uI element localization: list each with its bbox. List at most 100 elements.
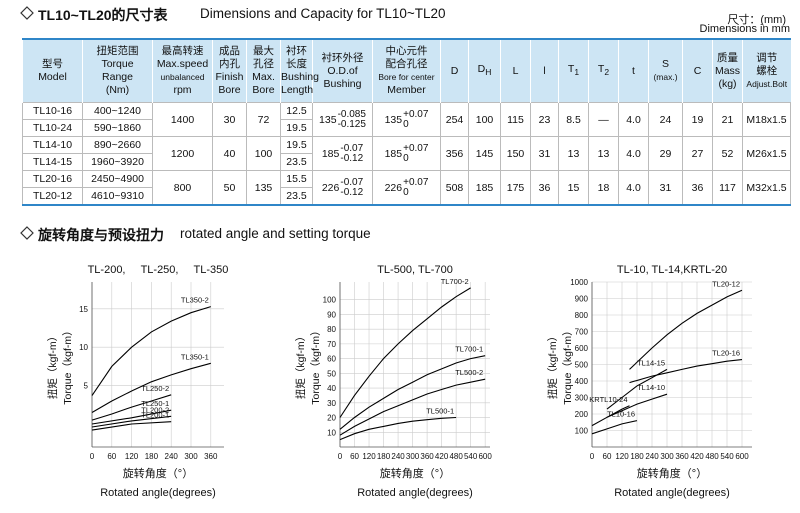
y-axis-label: Torque（kgf-m）: [62, 325, 74, 404]
header-line: Member: [387, 84, 426, 96]
header-cell: S (max.): [648, 38, 683, 103]
header-cell: 调节 螺栓 Adjust.Bolt: [742, 38, 791, 103]
curve-label: TL250-2: [141, 384, 169, 393]
y-tick-label: 900: [575, 295, 589, 304]
header-line: D: [450, 64, 459, 77]
x-tick-label: 120: [615, 452, 629, 461]
y-tick-label: 50: [327, 369, 336, 378]
curve: [91, 306, 211, 396]
tolerance-upper: +0.07: [403, 176, 429, 188]
dimension-cell: 117: [712, 170, 743, 206]
table-row: TL10-16 400~1240 1400 30 72 12.5 135 -0.085 -0.1…: [22, 102, 791, 137]
header-subscript: 1: [574, 67, 580, 78]
y-tick-label: 600: [575, 344, 589, 353]
header-cell: T2: [588, 38, 619, 103]
header-line: Mass: [714, 64, 741, 77]
y-axis-label: Torque（kgf-m）: [310, 325, 322, 404]
tolerance-base: 226: [384, 181, 403, 194]
header-line: Max.: [252, 71, 275, 83]
tolerance-upper: -0.07: [340, 142, 364, 154]
curve-label: KRTL10-24: [589, 395, 627, 404]
dimension-cell: 36: [530, 170, 559, 206]
finish-bore-cell: 40: [212, 136, 247, 171]
header-line: C: [693, 64, 702, 77]
y-tick-label: 20: [327, 414, 336, 423]
y-tick-label: 70: [327, 340, 336, 349]
dimension-cell: 150: [500, 136, 531, 171]
header-cell: l: [530, 38, 559, 103]
curve: [339, 378, 486, 436]
header-line: 最高转速: [161, 45, 204, 57]
bore-cell: 135 +0.07 0: [372, 102, 441, 137]
header-cell: 最高转速 Max.speed unbalanced rpm: [152, 38, 213, 103]
y-axis-label: 扭矩（kgf-m）: [546, 331, 559, 399]
header-line: (kg): [718, 77, 737, 90]
curve: [606, 368, 668, 410]
torque-cell: 4610~9310: [82, 187, 153, 206]
x-axis-label: Rotated angle(degrees): [100, 487, 216, 499]
y-tick-label: 400: [575, 377, 589, 386]
x-tick-label: 60: [107, 452, 116, 461]
header-subscript: 2: [604, 67, 610, 78]
curve: [591, 405, 630, 427]
curve-label: TL500-1: [426, 407, 454, 416]
section-title-cn: 旋转角度与预设扭力: [38, 227, 164, 243]
tolerance-lower: -0.12: [340, 186, 364, 198]
header-line: 内孔: [219, 58, 240, 70]
unit-en: Dimensions in mm: [699, 23, 790, 35]
curve-label: TL20-16: [712, 349, 740, 358]
x-tick-label: 0: [90, 452, 95, 461]
curve: [91, 409, 172, 425]
header-line: Bore for center: [378, 72, 435, 82]
header-line: DH: [477, 62, 492, 78]
y-tick-label: 500: [575, 361, 589, 370]
y-tick-label: 800: [575, 311, 589, 320]
header-line: Finish: [215, 71, 244, 83]
header-line: Range: [102, 71, 133, 83]
header-line: Adjust.Bolt: [746, 78, 788, 89]
dimension-cell: 13: [558, 136, 589, 171]
x-tick-label: 360: [675, 452, 689, 461]
header-line: Torque: [101, 58, 134, 70]
header-cell: 衬环外径 O.D.of Bushing: [312, 38, 373, 103]
bolt-cell: M18x1.5: [742, 102, 791, 137]
header-cell: D: [440, 38, 469, 103]
curve-label: TL14-15: [637, 358, 665, 367]
header-line: Bore: [218, 84, 241, 96]
dimension-cell: 8.5: [558, 102, 589, 137]
curve: [91, 415, 172, 428]
y-tick-label: 10: [327, 428, 336, 437]
header-cell: 扭矩范围 Torque Range (Nm): [82, 38, 153, 103]
header-line: S: [661, 58, 669, 70]
header-row: 型号 Model 扭矩范围 Torque Range (Nm) 最高转速 Max.speed u…: [22, 38, 791, 103]
bolt-cell: M32x1.5: [742, 170, 791, 206]
x-tick-label: 540: [720, 452, 734, 461]
tolerance-lower: -0.125: [337, 118, 366, 130]
curve: [91, 394, 172, 421]
dimension-cell: 4.0: [618, 170, 649, 206]
header-subscript: H: [485, 67, 492, 78]
tolerance-base: 135: [319, 113, 337, 126]
x-tick-label: 360: [204, 452, 218, 461]
x-tick-label: 120: [362, 452, 376, 461]
tolerance: +0.07 0: [403, 176, 429, 198]
y-tick-label: 30: [327, 399, 336, 408]
header-cell: 中心元件 配合孔径 Bore for center Member: [372, 38, 441, 103]
x-tick-label: 480: [449, 452, 463, 461]
bushing-length-cell: 23.5: [280, 153, 313, 171]
finish-bore-cell: 50: [212, 170, 247, 206]
header-line: (Nm): [105, 84, 130, 96]
table-row: TL20-12 4610~9310 23.5: [22, 187, 791, 206]
dimension-cell: 100: [468, 102, 501, 137]
header-line: Bore: [252, 84, 275, 96]
y-tick-label: 100: [323, 296, 337, 305]
tolerance: +0.07 0: [403, 143, 428, 164]
y-tick-label: 5: [84, 382, 89, 391]
tolerance: -0.07 -0.12: [340, 177, 364, 198]
model-cell: TL10-16: [22, 102, 83, 120]
curve: [606, 393, 668, 418]
x-tick-label: 60: [350, 452, 359, 461]
section-title-en: rotated angle and setting torque: [180, 226, 371, 241]
y-tick-label: 40: [327, 384, 336, 393]
x-tick-label: 300: [406, 452, 420, 461]
